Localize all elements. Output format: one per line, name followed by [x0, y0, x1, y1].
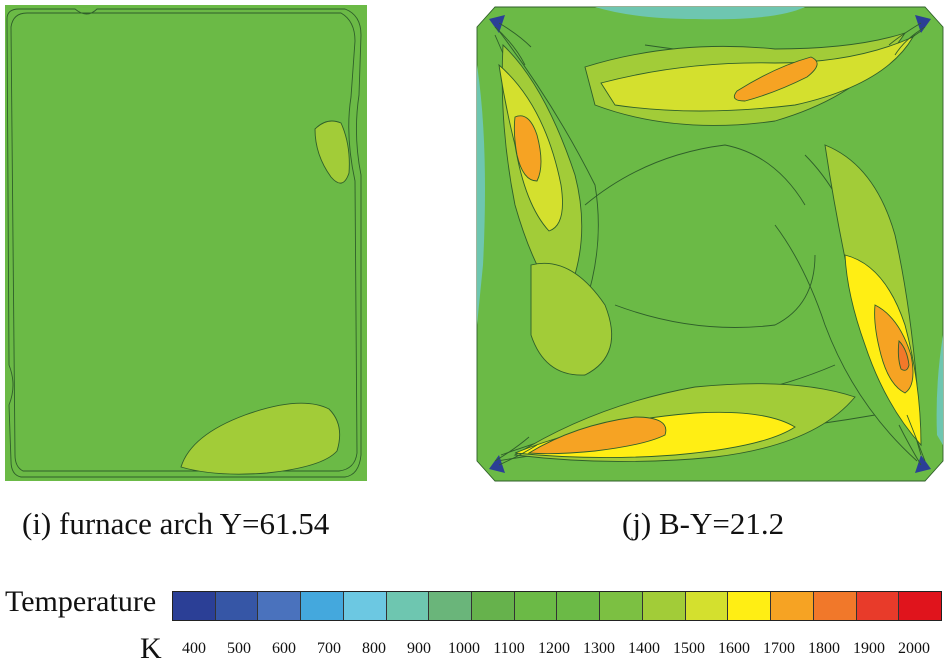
section-right-hottest-spot: [897, 340, 910, 371]
burner-nozzle-bottom-left: [489, 455, 505, 473]
colorbar-tick-400: 400: [182, 640, 206, 657]
colorbar-swatch-12: [685, 592, 729, 620]
colorbar-tick-1700: 1700: [763, 640, 795, 657]
arch-warm-spot-right: [314, 120, 350, 184]
legend-title: Temperature: [5, 585, 157, 618]
colorbar-tick-1400: 1400: [628, 640, 660, 657]
colorbar-swatch-15: [813, 592, 857, 620]
section-bottom-hot-core: [527, 416, 667, 455]
furnace-arch-contour-plot: [5, 5, 367, 481]
caption-section-b: (j) B-Y=21.2: [622, 506, 785, 541]
colorbar-tick-2000: 2000: [898, 640, 930, 657]
colorbar-swatch-0: [173, 592, 216, 620]
section-top-arm-yellow: [600, 36, 915, 112]
section-left-lobe: [530, 262, 613, 376]
section-top-hot-core: [733, 56, 818, 102]
section-top-cool-band: [595, 7, 805, 20]
colorbar-swatch-16: [856, 592, 900, 620]
colorbar-tick-labels: 400 500 600 700 800 900 1000 1100 1200 1300 1400 15…: [180, 640, 950, 660]
burner-nozzle-bottom-right: [915, 455, 931, 473]
section-right-cool-band: [936, 335, 943, 445]
burner-jet-lines: [494, 22, 926, 466]
colorbar-swatch-7: [472, 592, 515, 620]
colorbar-tick-1500: 1500: [673, 640, 705, 657]
caption-furnace-arch: (i) furnace arch Y=61.54: [22, 506, 330, 541]
colorbar-tick-900: 900: [407, 640, 431, 657]
section-b-contour-plot: [476, 6, 944, 482]
colorbar-swatch-3: [301, 592, 344, 620]
colorbar-swatch-14: [771, 592, 814, 620]
arch-field-background: [5, 5, 367, 481]
colorbar-tick-600: 600: [272, 640, 296, 657]
section-left-cool-band: [477, 65, 485, 325]
section-left-hot-core: [513, 115, 542, 182]
colorbar-swatch-17: [899, 592, 941, 620]
legend-unit: K: [140, 632, 162, 665]
colorbar-tick-1900: 1900: [853, 640, 885, 657]
colorbar-swatch-11: [642, 592, 686, 620]
colorbar-tick-1600: 1600: [718, 640, 750, 657]
colorbar-swatch-4: [343, 592, 387, 620]
colorbar-tick-1200: 1200: [538, 640, 570, 657]
colorbar-tick-1300: 1300: [583, 640, 615, 657]
colorbar-swatch-8: [514, 592, 558, 620]
arch-warm-spot-bottom: [180, 402, 341, 475]
colorbar-swatch-1: [215, 592, 259, 620]
colorbar-swatch-13: [728, 592, 772, 620]
colorbar-tick-1100: 1100: [493, 640, 525, 657]
section-right-hot-core: [874, 304, 914, 394]
colorbar-swatch-10: [600, 592, 643, 620]
colorbar-tick-800: 800: [362, 640, 386, 657]
arch-inner-contour: [10, 12, 358, 472]
colorbar-swatch-9: [557, 592, 601, 620]
colorbar-tick-500: 500: [227, 640, 251, 657]
colorbar-tick-1800: 1800: [808, 640, 840, 657]
burner-nozzle-top-right: [915, 15, 931, 33]
colorbar-swatch-6: [429, 592, 473, 620]
arch-edge-band: [6, 8, 362, 478]
colorbar-tick-1000: 1000: [448, 640, 480, 657]
colorbar-tick-700: 700: [317, 640, 341, 657]
colorbar-swatch-2: [258, 592, 302, 620]
temperature-colorbar: [172, 591, 942, 621]
burner-nozzle-top-left: [489, 15, 505, 33]
colorbar-swatch-5: [386, 592, 430, 620]
